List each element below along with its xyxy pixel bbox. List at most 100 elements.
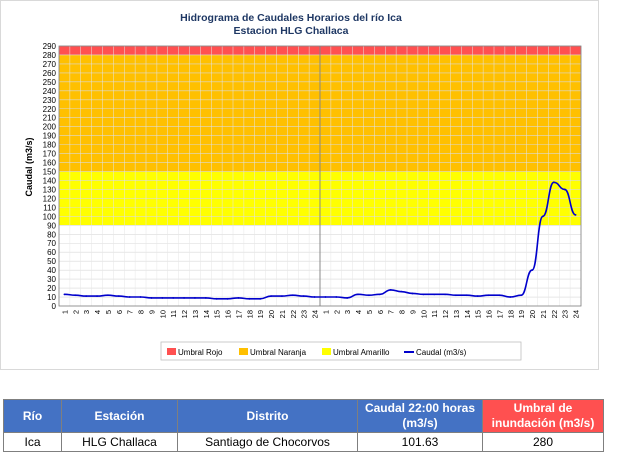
y-tick-label: 210	[43, 114, 57, 123]
data-point	[96, 295, 98, 298]
x-tick-label: 24	[572, 310, 581, 318]
header-rio: Río	[3, 399, 62, 433]
data-point	[74, 294, 77, 297]
data-point	[378, 293, 381, 296]
x-tick-label: 5	[365, 310, 374, 314]
chart-panel: Hidrograma de Caudales Horarios del río …	[0, 0, 599, 370]
data-point	[389, 288, 392, 291]
x-tick-label: 1	[60, 310, 69, 314]
data-point	[368, 294, 370, 297]
chart-title: Hidrograma de Caudales Horarios del río …	[180, 12, 402, 24]
y-tick-label: 240	[43, 87, 57, 96]
y-tick-label: 250	[43, 78, 57, 87]
x-tick-label: 13	[452, 310, 461, 318]
data-point	[183, 297, 185, 299]
x-tick-label: 15	[213, 310, 222, 318]
series-line-0	[64, 181, 576, 300]
x-tick-label: 22	[289, 310, 298, 318]
data-point	[117, 295, 120, 298]
chart-subtitle: Estacion HLG Challaca	[234, 25, 349, 37]
x-tick-label: 8	[137, 310, 146, 314]
x-tick-label: 24	[311, 310, 320, 318]
y-tick-label: 30	[47, 275, 56, 284]
x-tick-label: 11	[169, 310, 178, 318]
legend-swatch-orange	[239, 348, 248, 355]
x-tick-label: 21	[278, 310, 287, 318]
x-tick-label: 20	[267, 310, 276, 318]
x-tick-label: 13	[191, 310, 200, 318]
x-tick-label: 19	[517, 310, 526, 318]
data-point	[139, 296, 142, 298]
header-umbral: Umbral de inundación (m3/s)	[482, 399, 604, 433]
y-tick-label: 120	[43, 194, 57, 203]
y-tick-label: 100	[43, 212, 57, 221]
legend-label-yellow: Umbral Amarillo	[333, 348, 390, 357]
data-point	[552, 181, 555, 184]
y-tick-label: 170	[43, 150, 57, 159]
y-tick-label: 270	[43, 60, 57, 69]
cell-rio: Ica	[3, 432, 62, 452]
data-point	[128, 296, 131, 298]
data-point	[324, 296, 327, 298]
y-tick-label: 10	[47, 293, 56, 302]
x-tick-label: 2	[71, 310, 80, 314]
x-tick-label: 14	[202, 310, 211, 318]
y-axis-label: Caudal (m3/s)	[24, 137, 34, 196]
data-point	[161, 297, 164, 299]
x-tick-label: 6	[376, 310, 385, 314]
y-tick-label: 180	[43, 141, 57, 150]
x-tick-label: 9	[147, 310, 156, 314]
data-point	[509, 296, 512, 298]
y-tick-label: 0	[52, 302, 57, 311]
x-tick-label: 12	[441, 310, 450, 318]
flow-summary-table: Río Estación Distrito Caudal 22:00 horas…	[3, 399, 604, 452]
cell-caudal: 101.63	[357, 432, 483, 452]
data-point	[563, 188, 566, 191]
data-point	[465, 294, 468, 297]
x-tick-label: 4	[93, 310, 102, 314]
x-tick-label: 10	[419, 310, 428, 318]
y-tick-label: 290	[43, 42, 57, 51]
y-tick-label: 130	[43, 185, 57, 194]
y-tick-label: 160	[43, 159, 57, 168]
plot-border	[58, 45, 582, 307]
data-point	[433, 293, 436, 296]
legend-swatch-red	[167, 348, 176, 355]
x-tick-label: 2	[332, 310, 341, 314]
x-tick-label: 6	[115, 310, 124, 314]
data-point	[400, 290, 403, 293]
data-point	[411, 292, 414, 295]
data-point	[248, 297, 251, 300]
legend: Umbral Rojo Umbral Naranja Umbral Amaril…	[160, 341, 522, 361]
data-point	[487, 294, 490, 297]
y-tick-label: 150	[43, 168, 57, 177]
x-tick-label: 14	[463, 310, 472, 318]
y-tick-label: 90	[47, 221, 56, 230]
x-tick-label: 18	[245, 310, 254, 318]
x-tick-label: 17	[495, 310, 504, 318]
x-tick-label: 20	[528, 310, 537, 318]
data-point	[85, 295, 88, 298]
y-tick-label: 80	[47, 230, 56, 239]
x-tick-label: 10	[158, 310, 167, 318]
x-tick-label: 23	[561, 310, 570, 318]
data-point	[291, 294, 294, 297]
data-point	[520, 294, 523, 297]
cell-umbral: 280	[482, 432, 604, 452]
x-tick-label: 9	[408, 310, 417, 314]
data-point	[574, 213, 577, 216]
data-point	[281, 295, 283, 298]
x-tick-label: 12	[180, 310, 189, 318]
x-tick-label: 8	[398, 310, 407, 314]
x-tick-label: 16	[224, 310, 233, 318]
data-point	[346, 297, 349, 299]
x-tick-label: 23	[300, 310, 309, 318]
x-tick-label: 3	[343, 310, 352, 314]
y-tick-label: 50	[47, 257, 56, 266]
data-point	[357, 293, 359, 296]
data-point	[444, 293, 446, 296]
data-point	[172, 297, 175, 299]
data-point	[476, 295, 479, 298]
x-tick-label: 1	[321, 310, 330, 314]
legend-swatch-yellow	[322, 348, 331, 355]
